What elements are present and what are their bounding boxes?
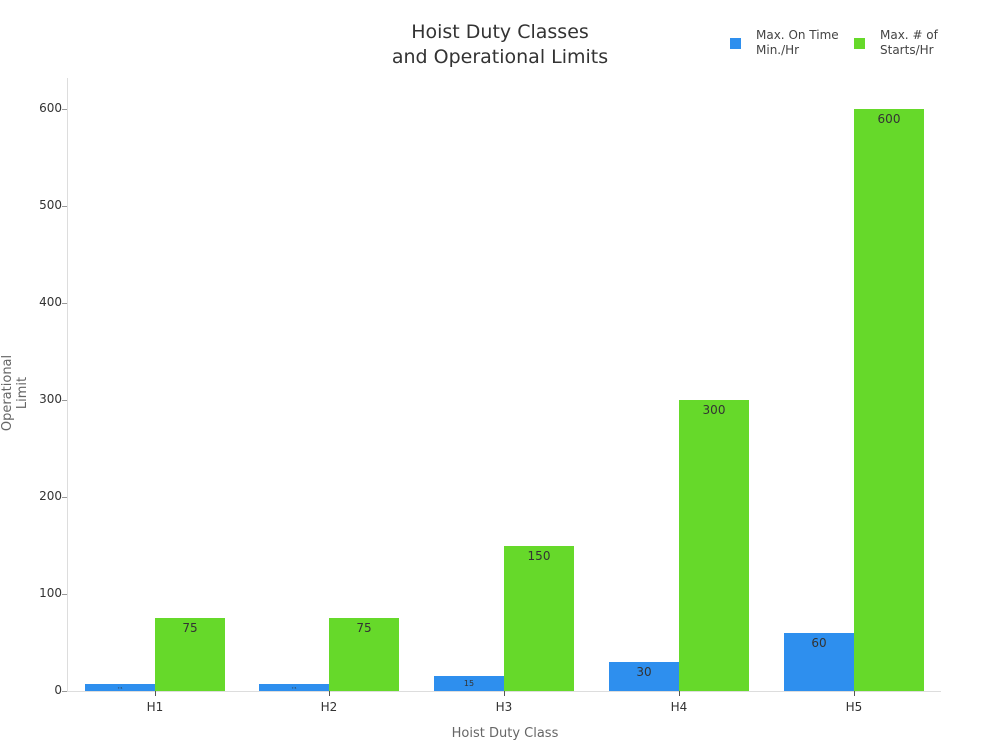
y-tick-mark — [62, 206, 67, 207]
x-tick-label: H1 — [146, 700, 164, 714]
bar-value-label: 600 — [877, 112, 901, 126]
bar-starts[interactable] — [504, 545, 574, 691]
y-tick-mark — [62, 691, 67, 692]
legend-label-starts-2: Starts/Hr — [880, 43, 934, 57]
chart-title: Hoist Duty Classes and Operational Limit… — [350, 20, 650, 70]
bar-value-label: 300 — [702, 403, 726, 417]
bar-on-time[interactable] — [784, 632, 854, 691]
x-tick-mark — [679, 691, 680, 696]
bar-on-time[interactable] — [259, 683, 329, 691]
x-tick-label: H4 — [670, 700, 688, 714]
y-tick-label: 200 — [39, 489, 62, 503]
legend-label-on-time-2: Min./Hr — [756, 43, 800, 57]
y-tick-mark — [62, 400, 67, 401]
bar-on-time[interactable] — [85, 683, 155, 691]
bar-on-time[interactable] — [609, 661, 679, 691]
bar-value-label: 75 — [356, 621, 372, 636]
y-tick-label: 500 — [39, 198, 62, 212]
bar-value-label: 15 — [463, 679, 475, 689]
bar-value-label: 7.5 — [291, 685, 297, 690]
bar-value-label: 75 — [182, 621, 198, 636]
legend-label-on-time-1: Max. On Time — [756, 28, 839, 42]
bar-starts[interactable] — [329, 618, 399, 691]
chart-title-line-1: Hoist Duty Classes — [411, 21, 589, 43]
y-tick-mark — [62, 497, 67, 498]
x-tick-mark — [854, 691, 855, 696]
bar-starts[interactable] — [155, 618, 225, 691]
bar-value-label: 150 — [527, 548, 551, 563]
y-tick-label: 100 — [39, 586, 62, 600]
x-tick-label: H2 — [320, 700, 338, 714]
bar-value-label: 7.5 — [117, 685, 123, 690]
legend-label-starts-1: Max. # of — [880, 28, 938, 42]
y-tick-label: 0 — [54, 683, 62, 697]
chart-title-line-2: and Operational Limits — [391, 46, 609, 68]
y-axis — [67, 78, 68, 691]
legend-swatch-on-time — [730, 38, 741, 49]
bar-value-label: 30 — [636, 664, 652, 679]
y-tick-mark — [62, 594, 67, 595]
x-tick-mark — [504, 691, 505, 696]
y-tick-label: 600 — [39, 101, 62, 115]
bar-starts[interactable] — [854, 109, 924, 691]
legend-swatch-starts — [854, 38, 865, 49]
y-tick-label: 300 — [39, 392, 62, 406]
y-tick-label: 400 — [39, 295, 62, 309]
bar-on-time[interactable] — [434, 676, 504, 691]
y-tick-mark — [62, 303, 67, 304]
bar-value-label: 60 — [811, 635, 827, 650]
x-tick-label: H5 — [845, 700, 863, 714]
x-tick-label: H3 — [495, 700, 513, 714]
x-tick-mark — [329, 691, 330, 696]
y-tick-mark — [62, 109, 67, 110]
x-axis-label: Hoist Duty Class — [451, 726, 559, 741]
x-tick-mark — [155, 691, 156, 696]
bar-starts[interactable] — [679, 400, 749, 691]
